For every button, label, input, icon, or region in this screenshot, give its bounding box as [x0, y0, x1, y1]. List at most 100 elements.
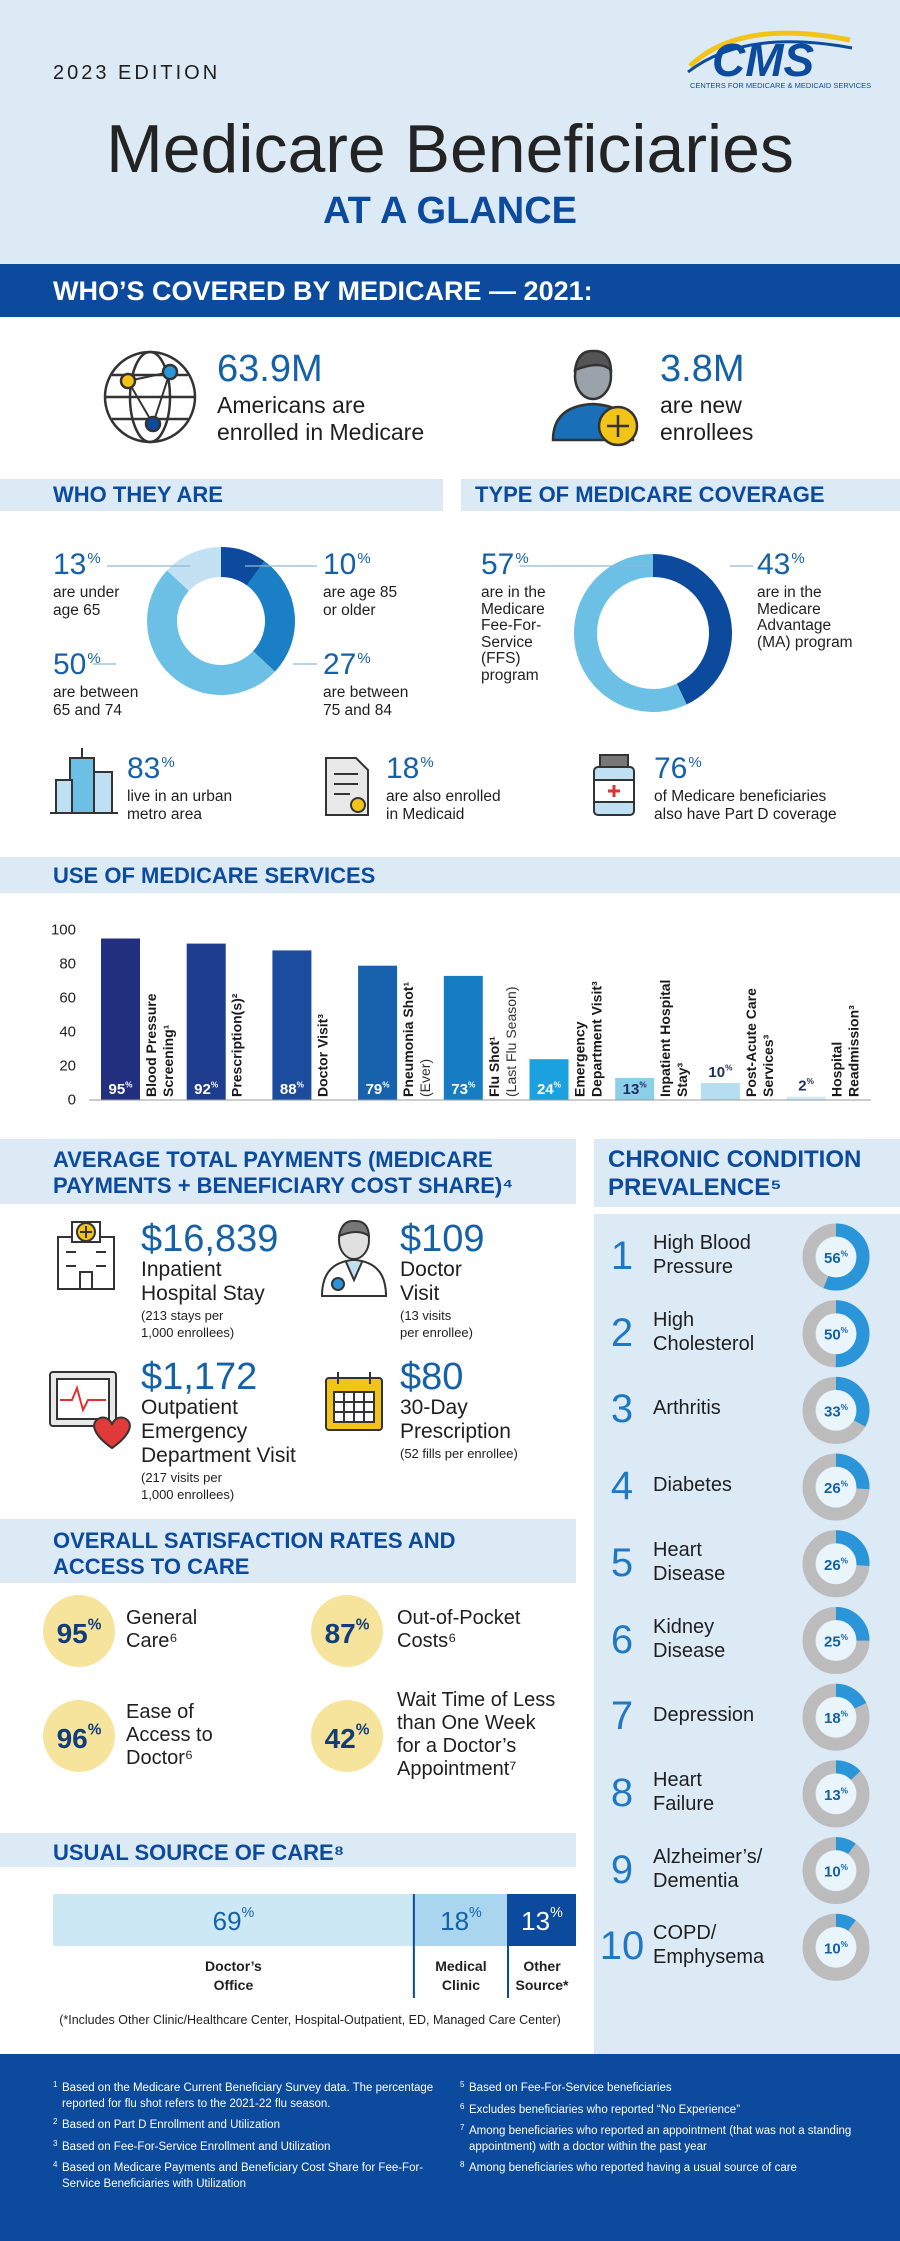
footnote: 3 Based on Fee-For-Service Enrollment and… [53, 2139, 452, 2155]
footnote-mark: 6 [460, 2102, 465, 2111]
bar [615, 1077, 655, 1100]
unit: % [88, 1616, 102, 1633]
bar [186, 943, 226, 1100]
bar-category: Post-Acute Care [743, 988, 759, 1097]
section-title: CHRONIC CONDITION [608, 1146, 862, 1173]
segment-label: (FFS) [481, 650, 521, 667]
payment-note: (13 visits [400, 1308, 452, 1323]
ring-value [802, 1300, 870, 1368]
payment-label: Inpatient [141, 1258, 222, 1281]
section-title: ACCESS TO CARE [53, 1554, 250, 1579]
stat-label: live in an urban [127, 788, 233, 805]
bar-value-number: 79 [366, 1081, 383, 1098]
ring-center [816, 1237, 856, 1277]
source-value-number: 18 [440, 1906, 469, 1936]
doctor-icon [320, 1219, 388, 1297]
condition-name: Heart [653, 1768, 702, 1791]
segment-label: are under [53, 584, 120, 601]
satisfaction-label: Doctor⁶ [126, 1746, 194, 1769]
stat-label: also have Part D coverage [654, 806, 837, 823]
bar-category: Department Visit³ [589, 981, 605, 1097]
unit: % [242, 1905, 255, 1921]
satisfaction-badge [311, 1700, 383, 1772]
donut-segment [221, 547, 265, 586]
segment-value: 10% [323, 548, 371, 583]
bar-value: 2% [798, 1077, 814, 1095]
ring-label-number: 50 [824, 1326, 841, 1343]
unit: % [469, 1905, 482, 1921]
footnote-text: Excludes beneficiaries who reported “No … [469, 2104, 741, 2116]
bar-category: Pneumonia Shot¹ [400, 982, 416, 1097]
ring-center [816, 1390, 856, 1431]
ring-label: 10% [824, 1863, 849, 1881]
satisfaction-value: 96% [57, 1721, 102, 1753]
source-value: 13% [521, 1905, 563, 1936]
segment-label: Medicare [481, 600, 545, 618]
footnote-mark: 8 [460, 2160, 465, 2169]
stat-label: are also enrolled [386, 788, 501, 805]
unit: % [88, 1721, 102, 1738]
payment-value: $109 [400, 1218, 485, 1260]
ring-value [802, 1683, 870, 1751]
source-label: Doctor’s [205, 1958, 262, 1974]
ring-label-number: 18 [824, 1710, 841, 1727]
band [0, 1833, 576, 1867]
bar-value-number: 95 [108, 1081, 125, 1098]
unit: % [841, 1556, 849, 1565]
ring-label-number: 10 [824, 1940, 841, 1957]
rank: 1 [610, 1234, 634, 1278]
segment-label: (MA) program [757, 633, 853, 651]
segment-value-number: 57 [481, 548, 515, 581]
segment-label: 65 and 74 [53, 702, 122, 719]
donut-segment [167, 547, 221, 591]
bar-category-note: (Ever) [417, 1059, 433, 1097]
segment-label: are age 85 [323, 584, 398, 601]
satisfaction-value: 95% [57, 1616, 102, 1648]
segment-label: are between [53, 684, 139, 701]
ring-label-number: 25 [824, 1633, 841, 1650]
source-segment [53, 1894, 414, 1946]
segment-value-number: 43 [757, 548, 791, 581]
condition-name: COPD/ [653, 1922, 717, 1945]
donut-segment [147, 570, 275, 695]
condition-name: Diabetes [653, 1474, 732, 1497]
unit: % [841, 1633, 849, 1642]
stat-label: Americans are [217, 392, 366, 418]
satisfaction-value-number: 42 [325, 1723, 356, 1754]
segment-value-number: 27 [323, 648, 357, 681]
source-label: Office [213, 1977, 254, 1993]
stat-label: enrollees [660, 419, 754, 445]
source-label: Medical [435, 1958, 487, 1974]
segment-value-number: 10 [323, 548, 357, 581]
donut-segment [246, 561, 295, 672]
y-tick-label: 80 [59, 956, 76, 973]
ring-label: 56% [824, 1249, 849, 1267]
globe-icon [103, 350, 197, 444]
section-title: OVERALL SATISFACTION RATES AND [53, 1528, 456, 1553]
payment-label: Outpatient [141, 1396, 238, 1419]
satisfaction-value-number: 95 [57, 1618, 88, 1649]
section-title: PREVALENCE⁵ [608, 1174, 782, 1201]
condition-name: High [653, 1308, 695, 1331]
band [0, 1139, 576, 1204]
bar [272, 950, 312, 1100]
band [0, 857, 900, 893]
ring-label: 26% [824, 1556, 849, 1574]
ring-label-number: 26 [824, 1480, 841, 1497]
satisfaction-value: 42% [325, 1721, 370, 1753]
section-title: USE OF MEDICARE SERVICES [53, 863, 376, 888]
stat-value: 63.9M [217, 348, 323, 390]
segment-label: Service [481, 633, 533, 651]
ring-label: 33% [824, 1402, 849, 1420]
stat-percent: 18% [386, 752, 434, 787]
prescription-icon [325, 1372, 383, 1431]
ring-center [816, 1467, 856, 1508]
rank: 2 [610, 1310, 634, 1355]
source-value-number: 13 [521, 1906, 550, 1936]
bar-value-number: 24 [537, 1081, 554, 1098]
y-tick-label: 100 [51, 922, 76, 939]
condition-name: Arthritis [653, 1397, 721, 1420]
unit: % [550, 1905, 563, 1921]
footnote: 6 Excludes beneficiaries who reported “No… [460, 2102, 879, 2118]
payment-label: Visit [400, 1282, 440, 1305]
